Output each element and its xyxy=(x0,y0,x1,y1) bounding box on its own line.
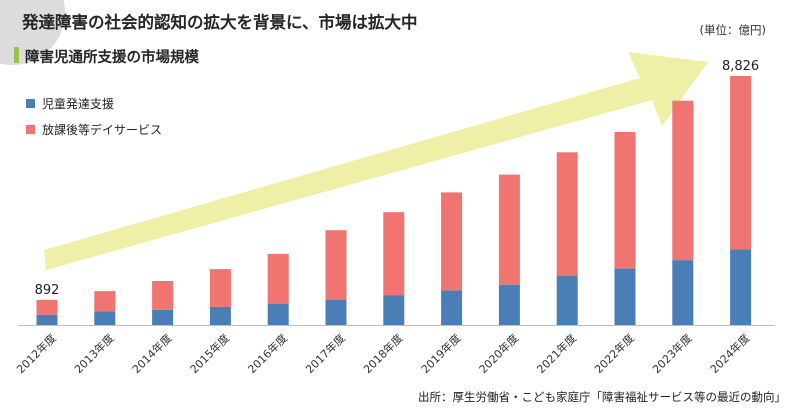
legend: 児童発達支援 放課後等デイサービス xyxy=(26,95,162,147)
subtitle-accent-bar xyxy=(14,47,19,63)
x-tick-label: 2019年度 xyxy=(418,331,463,376)
trend-arrow-layer xyxy=(44,52,708,270)
bar-segment-series1 xyxy=(209,306,231,325)
x-tick-label: 2015年度 xyxy=(187,331,232,376)
bar-segment-series2 xyxy=(614,132,636,269)
bar-segment-series1 xyxy=(498,284,520,325)
x-tick-label: 2016年度 xyxy=(245,331,290,376)
legend-swatch xyxy=(26,125,35,134)
bar-segment-series2 xyxy=(209,269,231,307)
bar-segment-series2 xyxy=(36,299,58,315)
data-label: 8,826 xyxy=(722,59,759,74)
data-label: 892 xyxy=(35,283,60,298)
x-tick-label: 2013年度 xyxy=(71,331,116,376)
x-tick-label: 2024年度 xyxy=(707,331,752,376)
bar-segment-series1 xyxy=(152,309,174,325)
x-tick-label: 2017年度 xyxy=(303,331,348,376)
bar-segment-series2 xyxy=(152,281,174,310)
x-tick-label: 2022年度 xyxy=(592,331,637,376)
x-tick-label: 2021年度 xyxy=(534,331,579,376)
bar-segment-series2 xyxy=(441,192,463,291)
x-tick-label: 2023年度 xyxy=(649,331,694,376)
bar-segment-series2 xyxy=(383,212,405,296)
bar-segment-series2 xyxy=(267,253,289,304)
bar-segment-series2 xyxy=(94,291,116,312)
bar-segment-series1 xyxy=(383,295,405,325)
bar-segment-series1 xyxy=(672,260,694,325)
legend-item-series1: 児童発達支援 xyxy=(26,95,162,112)
headline: 発達障害の社会的認知の拡大を背景に、市場は拡大中 xyxy=(22,13,418,32)
bar-segment-series1 xyxy=(94,311,116,325)
source-note: 出所：厚生労働省・こども家庭庁「障害福祉サービス等の最近の動向」 xyxy=(418,390,786,404)
bar-segment-series1 xyxy=(325,299,347,325)
x-tick-label: 2012年度 xyxy=(14,331,59,376)
bar-segment-series2 xyxy=(498,174,520,285)
bar-segment-series2 xyxy=(325,230,347,300)
trend-arrow xyxy=(44,52,708,270)
x-tick-label: 2014年度 xyxy=(129,331,174,376)
x-tick-label: 2018年度 xyxy=(360,331,405,376)
bars-layer xyxy=(18,76,775,326)
bar-segment-series1 xyxy=(36,314,58,325)
x-tick-label: 2020年度 xyxy=(476,331,521,376)
bar-segment-series1 xyxy=(441,290,463,325)
bar-segment-series1 xyxy=(556,275,578,325)
bar-segment-series1 xyxy=(267,303,289,325)
bar-segment-series1 xyxy=(614,268,636,325)
legend-item-series2: 放課後等デイサービス xyxy=(26,121,162,138)
legend-label: 児童発達支援 xyxy=(42,97,115,111)
legend-swatch xyxy=(26,99,35,108)
bar-segment-series2 xyxy=(672,100,694,261)
bar-segment-series1 xyxy=(730,249,752,325)
legend-label: 放課後等デイサービス xyxy=(42,123,163,137)
unit-label: (単位：億円) xyxy=(699,23,766,37)
chart-title: 障害児通所支援の市場規模 xyxy=(25,50,199,66)
bar-segment-series2 xyxy=(556,152,578,276)
bar-segment-series2 xyxy=(730,76,752,250)
